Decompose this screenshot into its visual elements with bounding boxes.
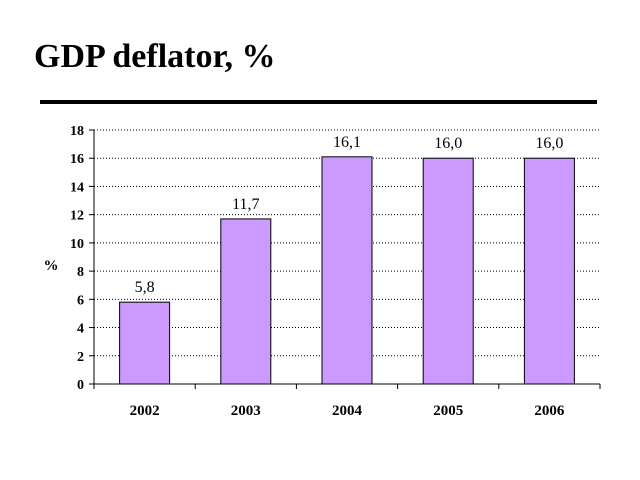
x-tick-label: 2005: [433, 403, 463, 419]
y-tick-label: 14: [70, 180, 84, 195]
y-tick-label: 12: [70, 209, 84, 224]
title-underline: [40, 100, 597, 104]
bar: [119, 301, 171, 385]
x-tick-label: 2006: [534, 403, 565, 419]
bar: [422, 157, 474, 385]
x-tick-label: 2002: [130, 403, 160, 419]
y-tick-label: 4: [77, 322, 84, 337]
axes: [89, 129, 601, 389]
data-label: 16,0: [535, 135, 563, 152]
y-tick-label: 2: [77, 350, 84, 365]
x-tick-label: 2003: [231, 403, 261, 419]
y-axis-label: %: [44, 258, 59, 274]
bars: [119, 156, 575, 385]
data-label: 11,7: [232, 196, 259, 213]
data-label: 16,1: [333, 134, 361, 151]
y-tick-label: 10: [70, 237, 84, 252]
data-label: 16,0: [434, 135, 462, 152]
bar: [220, 218, 272, 385]
data-label: 5,8: [135, 279, 155, 296]
x-tick-label: 2004: [332, 403, 363, 419]
y-tick-label: 6: [77, 293, 84, 308]
slide-title: GDP deflator, %: [34, 38, 276, 75]
y-tick-label: 0: [77, 378, 84, 393]
y-tick-label: 16: [70, 152, 84, 167]
y-tick-label: 18: [70, 124, 84, 139]
bar: [321, 156, 373, 385]
y-tick-label: 8: [77, 265, 84, 280]
labels: 0 2 4 6 8 10 12 14 16 18 5,8 2002 11,7 2003 16,1 2004 16…: [44, 124, 565, 419]
bar: [523, 157, 575, 385]
